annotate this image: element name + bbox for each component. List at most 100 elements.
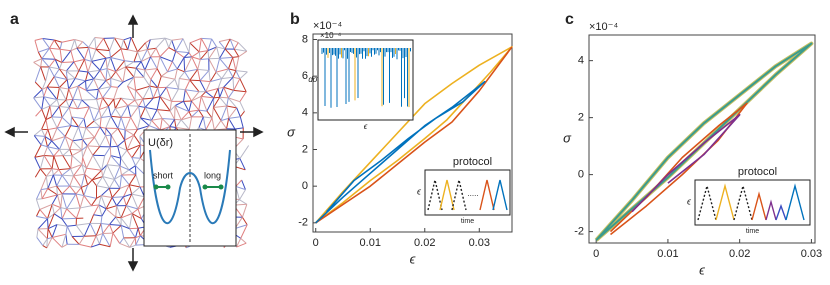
bond <box>85 127 95 138</box>
bond <box>128 169 137 176</box>
bond <box>61 107 70 118</box>
bond <box>85 120 95 129</box>
bond <box>200 58 209 61</box>
bond <box>89 223 97 237</box>
bond <box>78 118 85 128</box>
bond <box>226 105 230 119</box>
y-tick-label: 0 <box>302 180 308 192</box>
bond <box>81 164 87 169</box>
bond <box>52 168 59 171</box>
bond <box>140 61 146 71</box>
panel-label: a <box>10 11 19 28</box>
bond <box>135 235 141 239</box>
bond <box>37 51 43 59</box>
bond <box>79 195 85 209</box>
bond <box>185 89 200 93</box>
bond <box>82 145 88 158</box>
bond <box>72 140 83 151</box>
bond <box>174 79 179 90</box>
bond <box>39 168 47 177</box>
bond <box>199 50 209 53</box>
y-tick-label: 4 <box>578 55 584 67</box>
bond <box>81 99 90 108</box>
bond <box>241 216 248 226</box>
bond <box>39 209 48 219</box>
bond <box>46 174 54 177</box>
bond <box>219 96 229 99</box>
bond <box>120 48 128 51</box>
bond <box>191 109 200 118</box>
bond <box>49 105 53 117</box>
bond <box>59 42 63 50</box>
bond <box>112 232 121 244</box>
bond <box>156 96 161 110</box>
x-axis-label: ϵ <box>410 251 416 266</box>
bond <box>127 99 136 107</box>
bond <box>106 155 112 165</box>
bond <box>144 68 158 71</box>
bond <box>224 38 231 50</box>
bond <box>164 37 170 48</box>
bond <box>81 150 84 158</box>
bond <box>38 47 50 53</box>
bond <box>131 193 139 210</box>
bond <box>239 71 248 80</box>
bond <box>70 168 75 177</box>
bond <box>207 38 213 51</box>
bond <box>99 105 109 111</box>
bond <box>47 213 55 229</box>
bond <box>41 89 45 97</box>
bond <box>127 37 132 50</box>
bond <box>138 106 141 118</box>
protocol-line <box>439 179 455 211</box>
bond <box>77 106 90 110</box>
bond <box>56 117 63 129</box>
bond <box>239 189 246 200</box>
bond <box>149 79 152 87</box>
bond <box>137 208 142 219</box>
bond <box>47 146 55 157</box>
bond <box>120 213 133 219</box>
bond <box>120 225 125 238</box>
bond <box>120 157 130 171</box>
bond <box>188 42 191 53</box>
bond <box>178 88 186 91</box>
bond <box>122 196 127 206</box>
bond <box>47 140 53 148</box>
bond <box>107 164 121 167</box>
y-tick-label: 4 <box>302 107 308 119</box>
bond <box>93 109 100 122</box>
bond <box>70 39 76 51</box>
bond <box>228 118 236 130</box>
bond <box>109 223 122 226</box>
bond <box>137 42 146 53</box>
bond <box>122 76 135 83</box>
bond <box>40 144 48 148</box>
y-tick-label: 2 <box>302 143 308 155</box>
bond <box>70 163 83 170</box>
bond <box>59 79 68 88</box>
bond <box>144 97 154 108</box>
bond <box>43 86 48 97</box>
bond <box>110 48 122 58</box>
bond <box>58 68 68 80</box>
bond <box>119 242 130 248</box>
bond <box>91 169 102 181</box>
bond <box>48 66 55 77</box>
bond <box>105 80 112 87</box>
bond <box>149 85 158 89</box>
bond <box>219 56 233 59</box>
bond <box>241 179 246 190</box>
bond <box>98 109 102 118</box>
bond <box>46 228 49 239</box>
bond <box>93 204 100 216</box>
x-tick-label: 0.03 <box>801 248 822 260</box>
bond <box>198 51 201 60</box>
bond <box>239 78 247 93</box>
bond <box>215 58 221 73</box>
bond <box>119 237 125 244</box>
bond <box>232 76 240 80</box>
bond <box>207 50 210 59</box>
bond <box>134 228 139 238</box>
